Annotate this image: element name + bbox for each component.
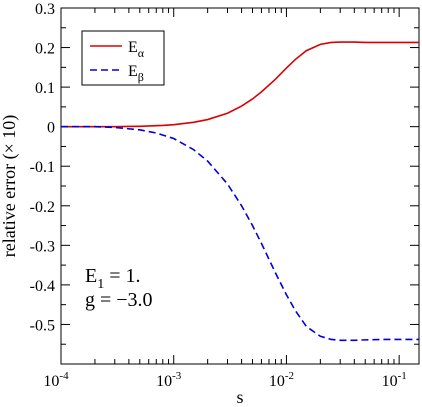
legend-box (81, 30, 165, 86)
y-tick-label: 0.3 (35, 1, 55, 18)
y-tick-label: -0.5 (30, 317, 55, 334)
legend-label: Eβ (128, 63, 144, 84)
y-tick-label: -0.2 (30, 199, 55, 216)
y-tick-label: 0.2 (35, 41, 55, 58)
annotation-e1: E1 = 1. (85, 265, 141, 292)
legend-label: Eα (128, 39, 145, 60)
x-tick-label: 10-4 (43, 370, 69, 390)
y-tick-label: -0.3 (30, 238, 55, 255)
y-tick-label: 0.1 (35, 80, 55, 97)
x-tick-label: 10-1 (382, 370, 407, 390)
y-axis-label: relative error (× 10) (0, 115, 20, 258)
x-axis-label: s (236, 387, 243, 407)
x-tick-label: 10-2 (269, 370, 294, 390)
annotation-g: g = −3.0 (85, 289, 153, 311)
series-line-e-beta (61, 125, 419, 342)
series-line-e-alpha (61, 41, 419, 128)
chart-marks: 0.3 0.2 0.1 0 -0.1 -0.2 -0.3 -0.4 -0.5 10-4 10-3 10… (30, 1, 419, 390)
y-tick-label: -0.4 (30, 278, 55, 295)
y-tick-label: 0 (47, 120, 55, 137)
y-tick-label: -0.1 (30, 159, 55, 176)
x-tick-label: 10-3 (156, 370, 182, 390)
